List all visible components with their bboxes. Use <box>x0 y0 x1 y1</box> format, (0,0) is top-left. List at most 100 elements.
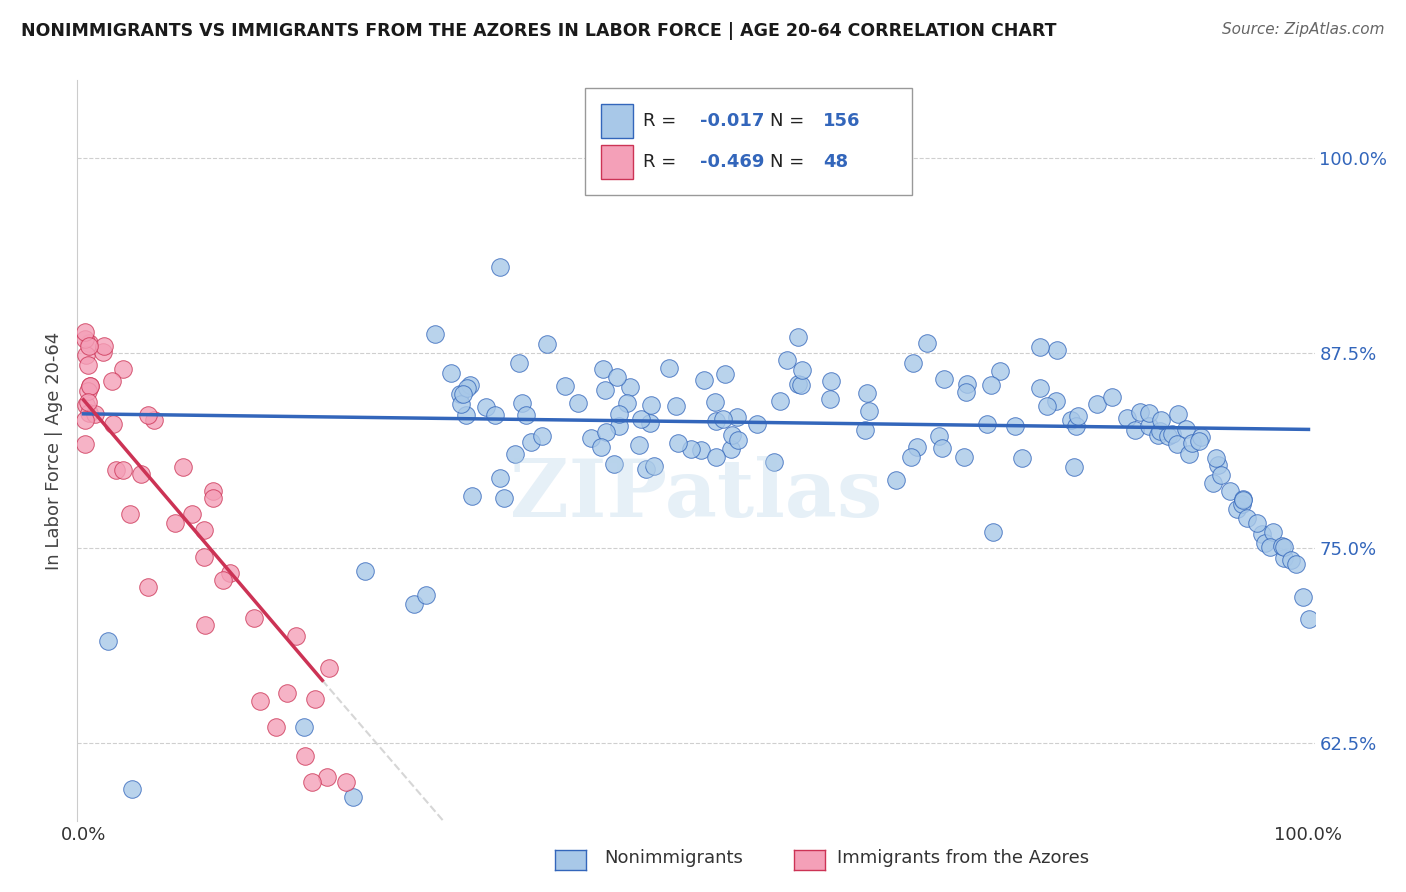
Point <box>1181 436 1204 450</box>
Point <box>143 413 166 427</box>
Point <box>1177 447 1199 461</box>
FancyBboxPatch shape <box>600 104 633 138</box>
Text: ZIPatlas: ZIPatlas <box>510 456 882 534</box>
Point <box>450 397 472 411</box>
Point <box>1060 412 1083 426</box>
Point <box>1189 430 1212 444</box>
Point <box>449 386 471 401</box>
Point <box>952 450 974 464</box>
Point <box>121 782 143 797</box>
Point <box>725 410 748 425</box>
Point <box>1167 407 1189 421</box>
Point <box>111 361 134 376</box>
Point <box>423 326 446 341</box>
Point <box>1251 526 1274 541</box>
Point <box>342 790 364 805</box>
Point <box>1123 424 1146 438</box>
Point <box>335 774 357 789</box>
Point <box>567 396 589 410</box>
Point <box>1202 476 1225 491</box>
Point <box>101 374 124 388</box>
Point <box>591 441 613 455</box>
Point <box>1226 502 1249 516</box>
Point <box>1206 458 1229 472</box>
Point <box>1066 409 1088 423</box>
Point <box>790 363 813 377</box>
Point <box>1150 413 1173 427</box>
Point <box>97 634 120 648</box>
Point <box>118 507 141 521</box>
Point <box>1285 557 1308 571</box>
Point <box>1205 451 1227 466</box>
Point <box>884 473 907 487</box>
Point <box>713 367 735 381</box>
Point <box>704 450 727 465</box>
Point <box>515 408 537 422</box>
Point <box>658 361 681 376</box>
Point <box>75 348 97 362</box>
Point <box>1166 436 1188 450</box>
Text: R =: R = <box>643 112 682 130</box>
Point <box>202 491 225 506</box>
Point <box>315 770 337 784</box>
Point <box>745 417 768 431</box>
Point <box>903 356 925 370</box>
Text: N =: N = <box>770 112 810 130</box>
Point <box>787 330 810 344</box>
Point <box>1232 491 1254 506</box>
Point <box>593 383 616 397</box>
Point <box>1029 381 1052 395</box>
Point <box>1279 553 1302 567</box>
Point <box>276 686 298 700</box>
Point <box>1066 418 1088 433</box>
Point <box>77 359 100 373</box>
Point <box>956 376 979 391</box>
Point <box>721 428 744 442</box>
FancyBboxPatch shape <box>585 87 912 195</box>
Point <box>1209 468 1232 483</box>
Point <box>581 431 603 445</box>
Point <box>301 774 323 789</box>
Point <box>818 392 841 406</box>
Point <box>776 352 799 367</box>
Point <box>475 400 498 414</box>
Point <box>79 379 101 393</box>
Point <box>79 379 101 393</box>
Text: Source: ZipAtlas.com: Source: ZipAtlas.com <box>1222 22 1385 37</box>
Point <box>720 442 742 456</box>
Point <box>294 748 316 763</box>
Point <box>1292 590 1315 604</box>
Point <box>1253 536 1275 550</box>
Point <box>955 384 977 399</box>
Point <box>103 417 125 432</box>
Point <box>1028 340 1050 354</box>
Point <box>1085 397 1108 411</box>
Point <box>1263 525 1285 540</box>
Point <box>1116 411 1139 425</box>
Point <box>440 366 463 380</box>
Point <box>105 463 128 477</box>
Point <box>1129 405 1152 419</box>
Point <box>853 423 876 437</box>
Point <box>981 525 1004 540</box>
Point <box>666 436 689 450</box>
Point <box>727 433 749 447</box>
Point <box>711 412 734 426</box>
Point <box>454 408 477 422</box>
Point <box>484 409 506 423</box>
Point <box>900 450 922 464</box>
Point <box>706 414 728 428</box>
Point <box>181 508 204 522</box>
Point <box>131 467 153 481</box>
Point <box>519 434 541 449</box>
Point <box>1272 540 1295 554</box>
Point <box>112 463 135 477</box>
Point <box>1004 418 1026 433</box>
Point <box>83 407 105 421</box>
Point <box>77 406 100 420</box>
Point <box>1160 427 1182 442</box>
Point <box>1063 460 1085 475</box>
Point <box>456 381 478 395</box>
Point <box>1246 516 1268 530</box>
Point <box>1270 539 1292 553</box>
